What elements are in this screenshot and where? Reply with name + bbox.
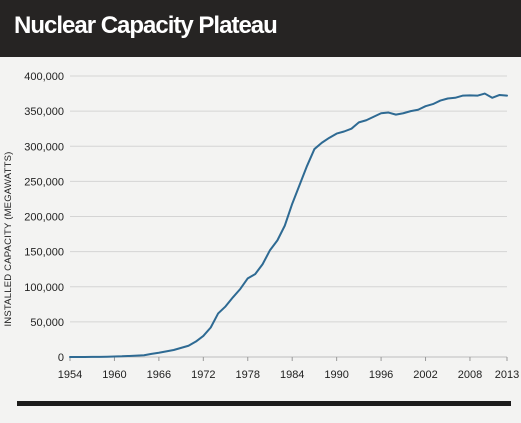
y-tick-label: 300,000 xyxy=(24,141,64,153)
x-tick-label: 1954 xyxy=(58,369,82,381)
x-tick-label: 1960 xyxy=(102,369,126,381)
y-tick-label: 150,000 xyxy=(24,247,64,259)
x-tick-label: 1984 xyxy=(280,369,304,381)
y-axis-label: INSTALLED CAPACITY (MEGAWATTS) xyxy=(3,151,14,326)
y-tick-label: 100,000 xyxy=(24,282,64,294)
x-tick-label: 1978 xyxy=(236,369,260,381)
y-tick-label: 200,000 xyxy=(24,212,64,224)
x-tick-label: 2008 xyxy=(458,369,482,381)
title-bar: Nuclear Capacity Plateau xyxy=(0,0,521,57)
x-tick-label: 1966 xyxy=(147,369,171,381)
x-tick-label: 1990 xyxy=(324,369,348,381)
y-axis-ticks: 0 50,000 100,000 150,000 200,000 250,000 300,0… xyxy=(24,71,64,364)
x-tick-label: 1996 xyxy=(369,369,393,381)
x-tick-label: 2002 xyxy=(413,369,437,381)
series-layer xyxy=(69,92,508,358)
series-line-0 xyxy=(69,92,508,358)
y-tick-label: 0 xyxy=(58,352,64,364)
y-tick-label: 400,000 xyxy=(24,71,64,83)
chart-title: Nuclear Capacity Plateau xyxy=(14,12,278,39)
x-axis-ticks: 1954 1960 1966 1972 1978 1984 1990 1996 2002 2008… xyxy=(58,357,519,381)
x-tick-label: 2013 xyxy=(495,369,519,381)
line-chart: 0 50,000 100,000 150,000 200,000 250,000 300,0… xyxy=(3,71,519,381)
y-tick-label: 50,000 xyxy=(30,317,64,329)
x-tick-label: 1972 xyxy=(191,369,215,381)
y-tick-label: 350,000 xyxy=(24,106,64,118)
y-tick-label: 250,000 xyxy=(24,176,64,188)
footer-rule xyxy=(17,401,511,406)
